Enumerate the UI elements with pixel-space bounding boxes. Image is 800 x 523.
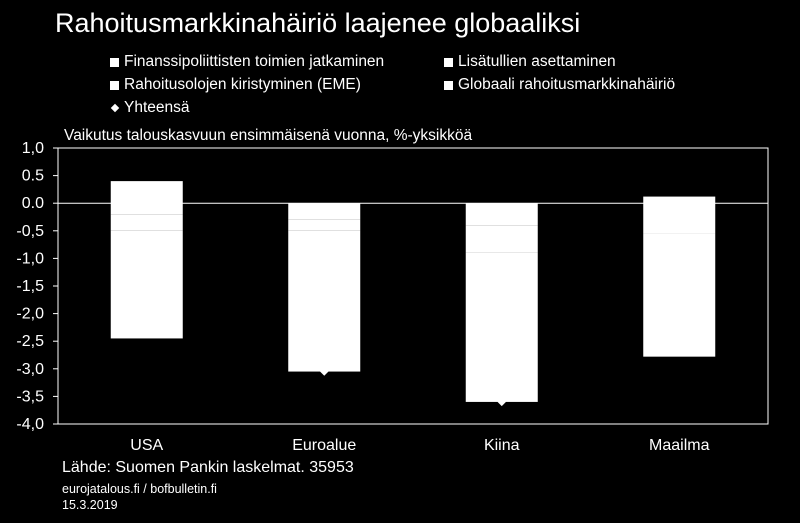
legend-item-fiscal: Finanssipoliittisten toimien jatkaminen [110, 53, 384, 71]
bar-segment [288, 203, 361, 220]
bar-segment [643, 217, 716, 234]
bar-segment [465, 252, 538, 402]
x-tick-label: Euroalue [292, 437, 356, 454]
square-legend-icon [444, 80, 453, 90]
legend-item-total: Yhteensä [110, 99, 190, 117]
bar-segment [465, 225, 538, 253]
legend-item-eme: Rahoitusolojen kiristyminen (EME) [110, 76, 361, 94]
square-legend-icon [110, 80, 119, 90]
y-tick-label: -3,5 [16, 388, 44, 405]
x-tick-label: USA [130, 437, 163, 454]
bar-segment [288, 230, 361, 372]
legend-label: Rahoitusolojen kiristyminen (EME) [124, 76, 361, 93]
total-diamond-marker [320, 367, 329, 376]
source-note: Lähde: Suomen Pankin laskelmat. 35953 [62, 459, 354, 476]
bar-segment [110, 230, 183, 339]
y-tick-label: -1,0 [16, 250, 44, 267]
legend-label: Finanssipoliittisten toimien jatkaminen [124, 53, 385, 70]
square-legend-icon [110, 57, 119, 67]
bar-segment [643, 233, 716, 357]
legend-label: Yhteensä [124, 99, 190, 116]
x-tick-label: Kiina [484, 437, 520, 454]
y-tick-label: -2,5 [16, 333, 44, 350]
bar-segment [110, 203, 183, 215]
legend-item-global: Globaali rahoitusmarkkinahäiriö [444, 76, 675, 94]
bar-segment [110, 181, 183, 204]
y-tick-label: 0.0 [22, 195, 44, 212]
y-tick-label: 1,0 [22, 140, 44, 157]
x-tick-label: Maailma [649, 437, 710, 454]
y-tick-label: -2,0 [16, 306, 44, 323]
y-tick-label: 0.5 [22, 168, 44, 185]
bar-segment [465, 203, 538, 226]
legend-label: Globaali rahoitusmarkkinahäiriö [458, 76, 676, 93]
bar-segment [110, 214, 183, 231]
bar-segment [643, 196, 716, 204]
site-note: eurojatalous.fi / bofbulletin.fi [62, 482, 217, 496]
date-note: 15.3.2019 [62, 498, 118, 512]
bar-segment [643, 203, 716, 217]
y-tick-label: -1,5 [16, 278, 44, 295]
chart-subtitle: Vaikutus talouskasvuun ensimmäisenä vuon… [64, 127, 473, 144]
legend-label: Lisätullien asettaminen [458, 53, 616, 70]
square-legend-icon [444, 57, 453, 67]
legend-item-tariffs: Lisätullien asettaminen [444, 53, 616, 71]
total-diamond-marker [497, 397, 506, 407]
y-tick-label: -0,5 [16, 223, 44, 240]
y-tick-label: -3,0 [16, 361, 44, 378]
total-diamond-marker [675, 345, 684, 355]
total-diamond-marker [142, 312, 151, 321]
bar-segment [288, 219, 361, 231]
chart-title: Rahoitusmarkkinahäiriö laajenee globaali… [55, 8, 581, 38]
y-tick-label: -4,0 [16, 416, 44, 433]
